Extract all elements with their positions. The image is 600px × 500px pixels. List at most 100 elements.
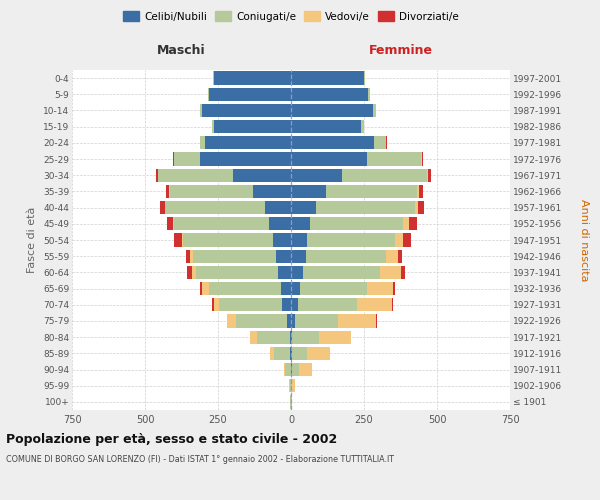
Bar bbox=[307, 234, 395, 246]
Bar bbox=[274, 234, 291, 246]
Y-axis label: Fasce di età: Fasce di età bbox=[28, 207, 37, 273]
Bar bbox=[374, 136, 386, 149]
Bar bbox=[338, 314, 376, 328]
Bar bbox=[291, 330, 292, 344]
Bar bbox=[395, 234, 403, 246]
Bar bbox=[305, 250, 386, 263]
Bar bbox=[298, 298, 357, 312]
Bar bbox=[196, 266, 278, 279]
Bar bbox=[300, 282, 367, 295]
Bar bbox=[227, 314, 236, 328]
Bar bbox=[291, 120, 361, 134]
Bar bbox=[291, 217, 310, 230]
Bar bbox=[291, 104, 373, 117]
Bar bbox=[164, 201, 166, 214]
Bar bbox=[212, 298, 214, 312]
Bar bbox=[287, 314, 291, 328]
Bar bbox=[291, 282, 300, 295]
Bar bbox=[292, 379, 295, 392]
Bar bbox=[291, 136, 374, 149]
Bar bbox=[418, 201, 424, 214]
Bar bbox=[174, 152, 200, 166]
Text: Maschi: Maschi bbox=[157, 44, 206, 58]
Bar bbox=[292, 363, 299, 376]
Bar bbox=[291, 298, 298, 312]
Bar bbox=[214, 72, 291, 85]
Bar bbox=[356, 298, 392, 312]
Bar bbox=[183, 234, 274, 246]
Bar bbox=[202, 104, 291, 117]
Text: COMUNE DI BORGO SAN LORENZO (FI) - Dati ISTAT 1° gennaio 2002 - Elaborazione TUT: COMUNE DI BORGO SAN LORENZO (FI) - Dati … bbox=[6, 456, 394, 464]
Bar bbox=[274, 346, 290, 360]
Bar bbox=[202, 282, 209, 295]
Bar bbox=[307, 346, 331, 360]
Bar bbox=[270, 346, 274, 360]
Bar bbox=[292, 330, 319, 344]
Bar bbox=[380, 266, 401, 279]
Y-axis label: Anni di nascita: Anni di nascita bbox=[578, 198, 589, 281]
Text: Femmine: Femmine bbox=[368, 44, 433, 58]
Bar bbox=[181, 234, 183, 246]
Bar bbox=[233, 168, 291, 182]
Bar bbox=[285, 363, 291, 376]
Bar bbox=[291, 201, 316, 214]
Bar bbox=[376, 314, 377, 328]
Bar bbox=[373, 104, 376, 117]
Bar bbox=[290, 379, 291, 392]
Bar bbox=[392, 298, 393, 312]
Bar bbox=[190, 250, 193, 263]
Bar bbox=[277, 250, 291, 263]
Bar bbox=[169, 185, 170, 198]
Bar bbox=[416, 185, 419, 198]
Bar bbox=[186, 250, 190, 263]
Bar bbox=[214, 298, 220, 312]
Bar bbox=[158, 168, 233, 182]
Bar bbox=[295, 314, 338, 328]
Bar bbox=[292, 346, 307, 360]
Bar bbox=[291, 314, 295, 328]
Bar bbox=[291, 168, 342, 182]
Bar bbox=[291, 152, 367, 166]
Bar bbox=[284, 363, 285, 376]
Bar bbox=[209, 282, 281, 295]
Bar bbox=[310, 217, 403, 230]
Bar bbox=[368, 88, 370, 101]
Bar bbox=[253, 185, 291, 198]
Bar bbox=[342, 168, 427, 182]
Bar bbox=[200, 136, 205, 149]
Bar bbox=[409, 217, 416, 230]
Bar bbox=[398, 250, 402, 263]
Bar bbox=[281, 282, 291, 295]
Bar bbox=[278, 266, 291, 279]
Bar bbox=[200, 282, 202, 295]
Bar bbox=[167, 217, 173, 230]
Bar bbox=[427, 168, 428, 182]
Bar bbox=[291, 72, 364, 85]
Bar bbox=[269, 217, 291, 230]
Bar bbox=[200, 104, 202, 117]
Bar bbox=[319, 330, 351, 344]
Bar bbox=[257, 330, 290, 344]
Bar bbox=[170, 185, 253, 198]
Bar bbox=[250, 330, 257, 344]
Bar bbox=[291, 250, 305, 263]
Bar bbox=[192, 266, 196, 279]
Bar bbox=[173, 217, 174, 230]
Bar bbox=[208, 88, 209, 101]
Bar bbox=[174, 217, 269, 230]
Bar bbox=[428, 168, 431, 182]
Bar bbox=[166, 201, 265, 214]
Bar bbox=[415, 201, 418, 214]
Bar bbox=[193, 250, 277, 263]
Bar bbox=[393, 282, 395, 295]
Bar bbox=[174, 234, 182, 246]
Bar bbox=[367, 152, 421, 166]
Bar bbox=[419, 185, 423, 198]
Bar bbox=[291, 379, 292, 392]
Bar bbox=[156, 168, 158, 182]
Bar bbox=[403, 234, 411, 246]
Bar bbox=[316, 201, 415, 214]
Bar bbox=[326, 185, 416, 198]
Bar bbox=[220, 298, 282, 312]
Bar bbox=[166, 185, 169, 198]
